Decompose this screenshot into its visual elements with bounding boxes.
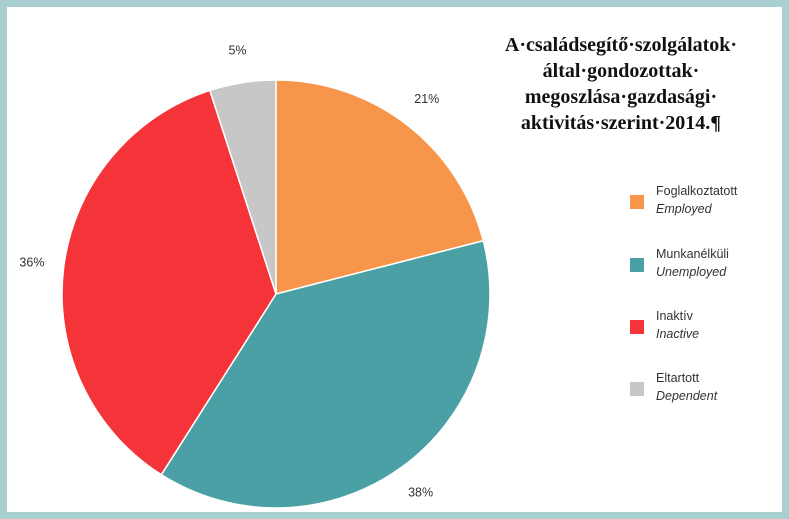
legend-item-dependent: Eltartott Dependent [630, 370, 780, 420]
legend-label-en-inactive: Inactive [656, 327, 700, 341]
pie-slice-employed [275, 79, 485, 295]
legend-item-employed: Foglalkoztatott Employed [630, 183, 780, 233]
legend-label-en-unemployed: Unemployed [656, 265, 727, 279]
pie-value-labels: 21% 38% 36% 5% [19, 43, 439, 499]
pie-slice-unemployed [160, 239, 491, 509]
chart-title-line-3: megoszlása·gazdasági· [524, 86, 718, 108]
pie-slice-inactive [61, 89, 277, 476]
legend-label-unemployed: Munkanélküli [656, 247, 729, 261]
legend-swatch-unemployed [630, 258, 644, 272]
legend-label-inactive: Inaktív [656, 309, 693, 323]
legend-item-inactive: Inaktív Inactive [630, 308, 780, 358]
chart-title-line-1: A·családsegítő·szolgálatok· [504, 34, 738, 56]
legend-label-en-employed: Employed [656, 202, 712, 216]
chart-title-line-4: aktivitás·szerint·2014.¶ [520, 112, 722, 134]
legend-swatch-dependent [630, 382, 644, 396]
legend-swatch-inactive [630, 320, 644, 334]
pie-slices [61, 79, 491, 509]
legend-swatch-employed [630, 195, 644, 209]
legend-label-en-dependent: Dependent [656, 389, 718, 403]
pie-label-dependent: 5% [228, 43, 246, 57]
pie-label-inactive: 36% [19, 255, 44, 269]
chart-title: A·családsegítő·szolgálatok· által·gondoz… [456, 32, 786, 136]
pie-slice-dependent [208, 79, 277, 295]
pie-label-unemployed: 38% [408, 485, 433, 499]
legend-label-dependent: Eltartott [656, 371, 700, 385]
pie-label-employed: 21% [414, 92, 439, 106]
legend-item-unemployed: Munkanélküli Unemployed [630, 246, 780, 296]
chart-title-line-2: által·gondozottak· [542, 60, 700, 82]
legend-label-employed: Foglalkoztatott [656, 184, 738, 198]
